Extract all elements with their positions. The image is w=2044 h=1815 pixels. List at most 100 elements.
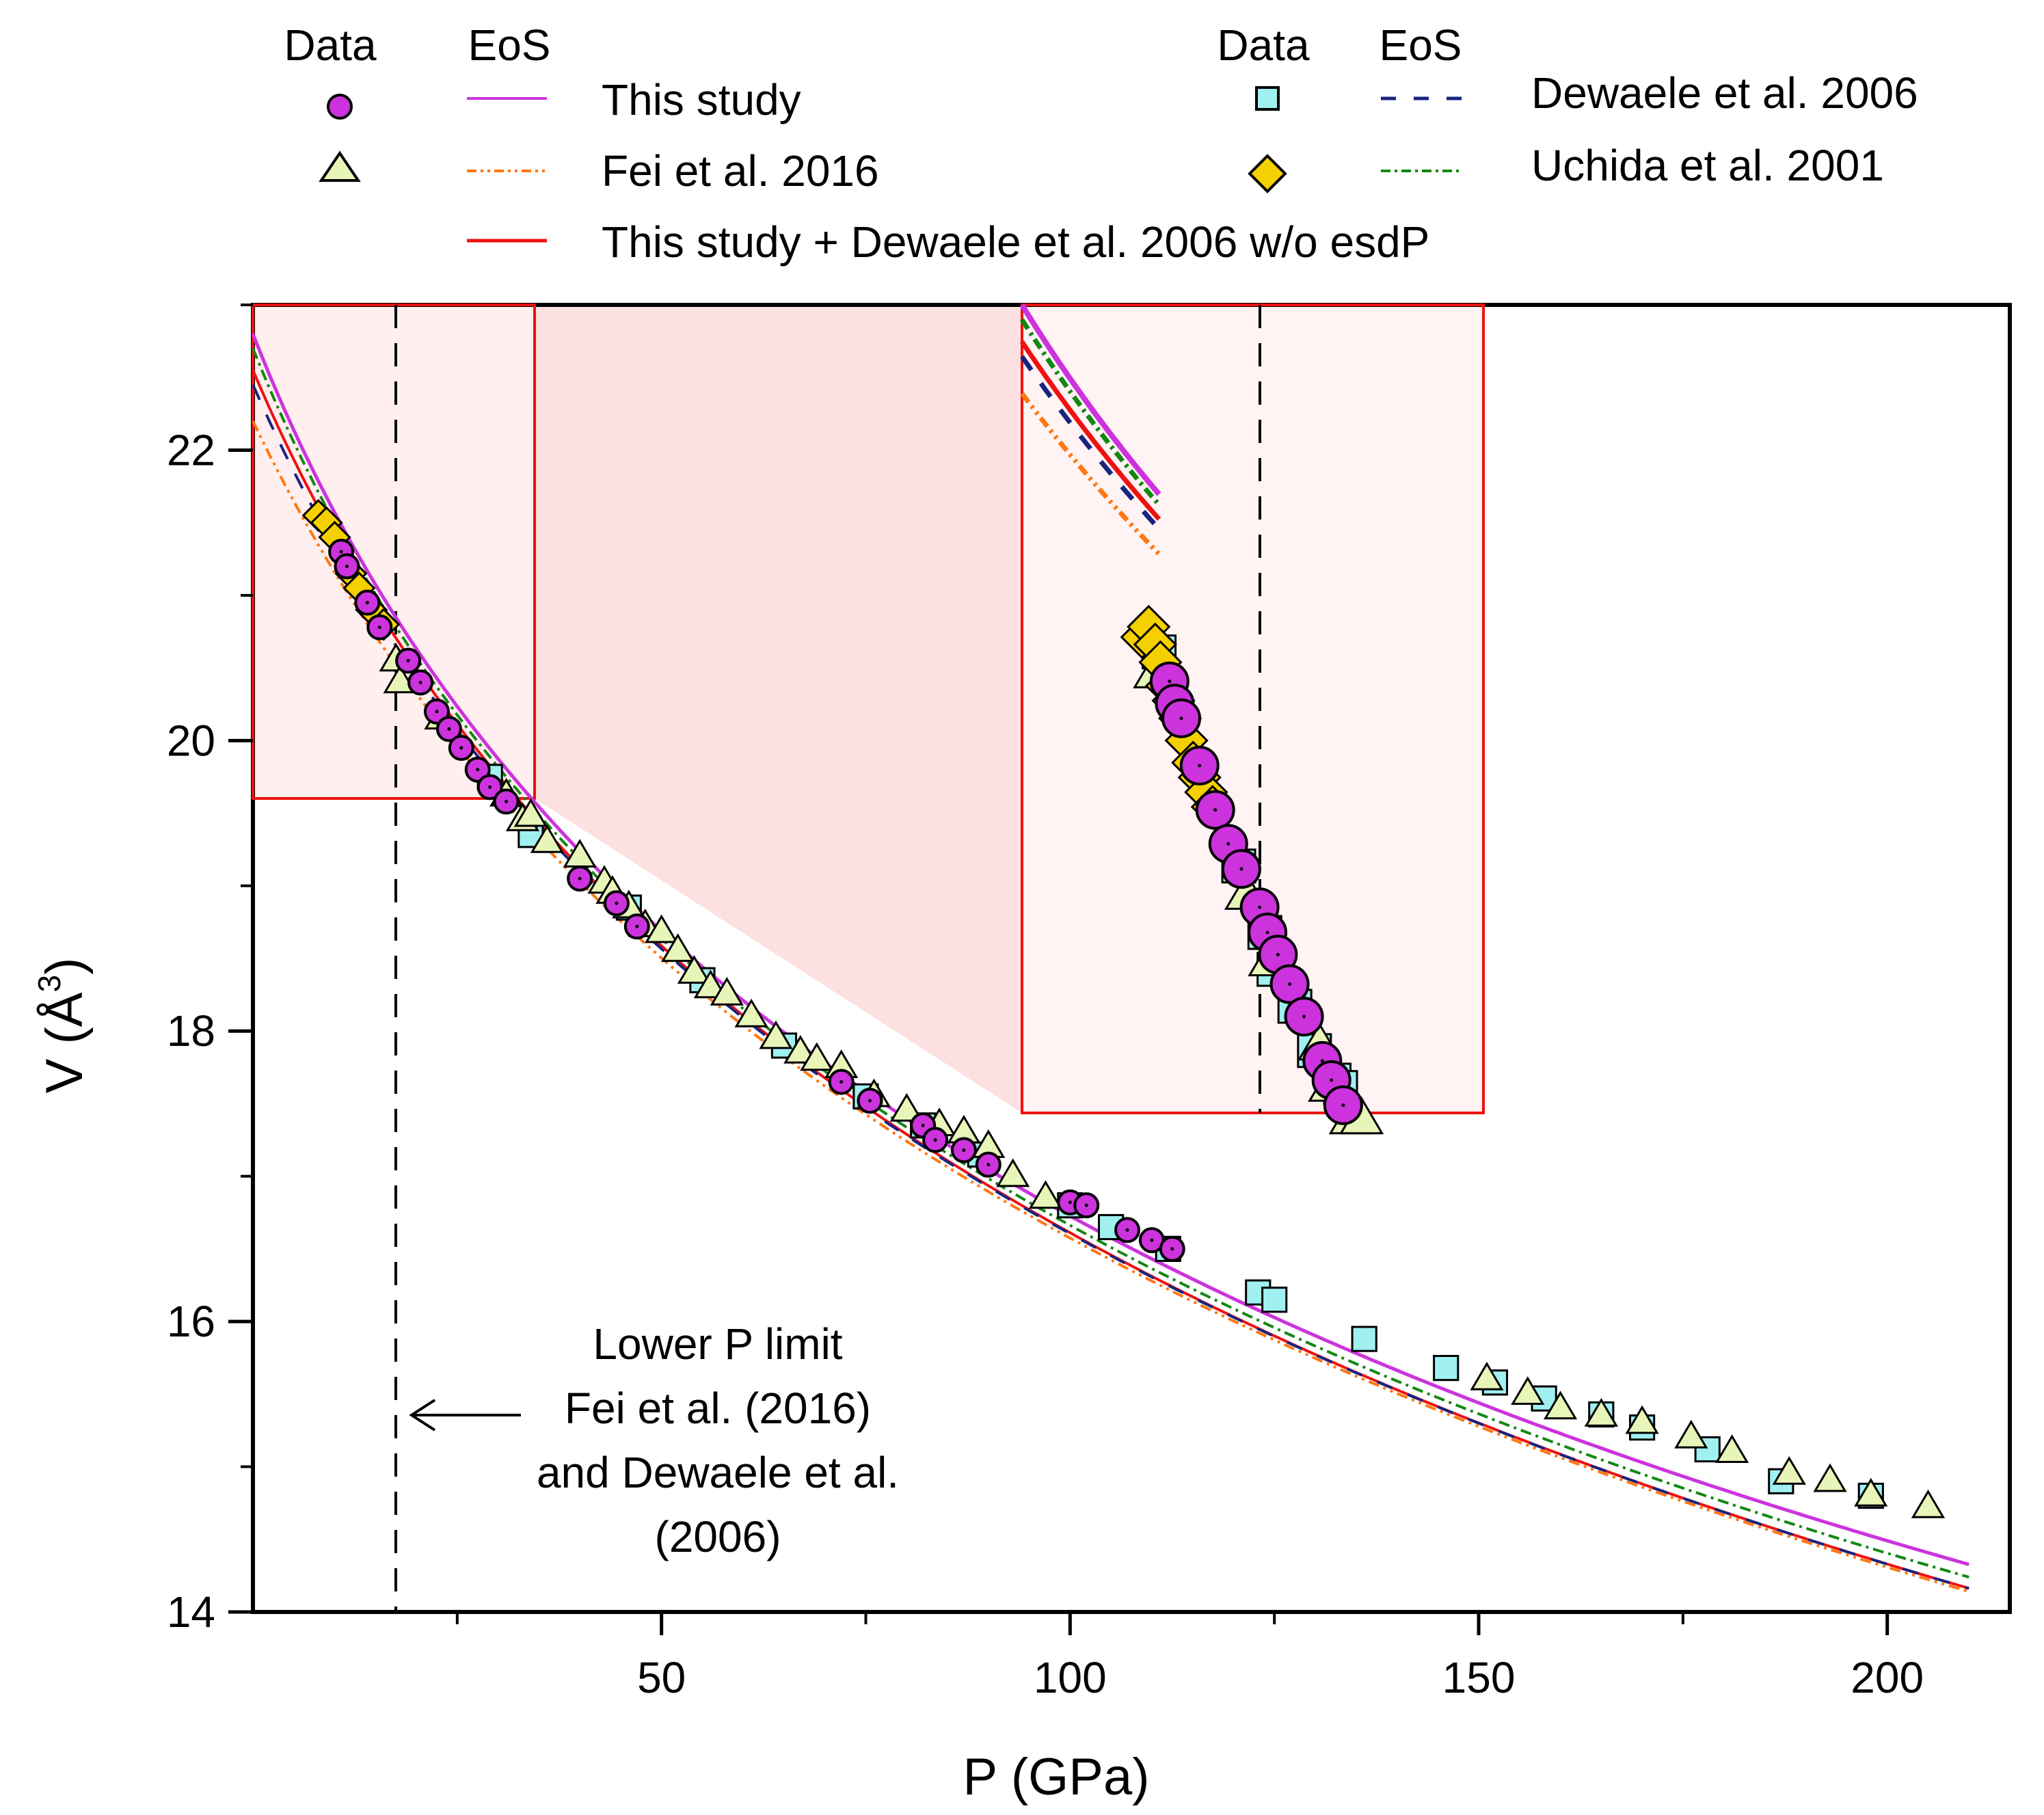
eos-curve-this-study-inset (1019, 303, 1161, 496)
data-point-square (1261, 1287, 1288, 1313)
data-point-triangle (677, 955, 712, 984)
data-point-circle-center (986, 1163, 991, 1167)
legend-diamond-marker (1248, 154, 1287, 193)
inset-point-circle-center (1239, 867, 1243, 871)
annotation-line-1: Lower P limit (593, 1319, 842, 1369)
annotation-arrow-head (409, 1399, 436, 1431)
legend-label-uchida: Uchida et al. 2001 (1531, 141, 1884, 190)
inset-point-circle-center (1226, 842, 1231, 846)
zoom-inset-outline (1021, 304, 1485, 1114)
annotation-line-4: (2006) (655, 1512, 781, 1561)
data-point-circle-center (476, 768, 480, 772)
data-point-triangle (710, 976, 744, 1006)
data-point-circle-center (447, 727, 451, 731)
data-point-triangle (1584, 1398, 1618, 1427)
data-point-circle-center (488, 785, 492, 789)
eos-curve-combined-inset (1020, 340, 1161, 521)
data-point-square (1433, 1354, 1460, 1382)
y-tick-label: 16 (167, 1297, 215, 1346)
data-point-triangle (1772, 1456, 1806, 1485)
x-axis-title: P (GPa) (963, 1748, 1149, 1806)
inset-point-circle-center (1198, 764, 1202, 768)
data-point-triangle (660, 933, 695, 963)
eos-curve-dewaele-2006-inset (1020, 355, 1161, 531)
data-point-circle-center (345, 564, 349, 568)
inset-point-circle-center (1302, 1014, 1306, 1019)
data-point-triangle (513, 798, 548, 827)
legend-label-combined: This study + Dewaele et al. 2006 w/o esd… (602, 217, 1429, 267)
x-tick-label: 200 (1851, 1653, 1924, 1702)
lower-p-limit-annotation: Lower P limit Fei et al. (2016) and Dewa… (409, 1319, 899, 1561)
legend: Data EoS Data EoS This study Fei et al. … (284, 21, 1918, 267)
data-point-triangle (1543, 1390, 1578, 1420)
inset-point-circle-center (1258, 905, 1262, 909)
zoom-highlight (253, 305, 1483, 1113)
svg-text:V (Å3): V (Å3) (31, 958, 94, 1094)
zoom-source-outline (252, 304, 536, 800)
data-point-circle-center (933, 1138, 937, 1142)
data-point-triangle (734, 998, 768, 1027)
data-point-circle-center (365, 601, 369, 605)
inset-point-circle-center (1288, 982, 1292, 986)
data-point-triangle (1854, 1477, 1888, 1507)
data-point-circle-center (1125, 1228, 1129, 1232)
y-tick-label: 22 (167, 425, 215, 474)
data-point-circle-center (578, 876, 582, 880)
y-axis-title: V (Å3) (31, 958, 94, 1094)
y-tick-label: 18 (167, 1006, 215, 1056)
data-point-circle-center (1068, 1200, 1072, 1205)
legend-square-marker (1255, 86, 1280, 111)
legend-label-dewaele: Dewaele et al. 2006 (1531, 68, 1918, 118)
data-point-circle-center (339, 550, 343, 554)
inset-point-circle-center (1330, 1078, 1334, 1082)
inset-point-circle-center (1320, 1059, 1324, 1063)
data-point-circle-center (505, 800, 509, 804)
data-point-triangle (1674, 1419, 1708, 1449)
data-point-triangle (1813, 1463, 1847, 1492)
zoom-source-rect (253, 305, 535, 798)
eos-curve-fei-2016-inset (1020, 392, 1161, 556)
inset-point-circle-center (1213, 808, 1218, 812)
inset-point-circle-center (1179, 716, 1183, 721)
legend-eos-header-right: EoS (1380, 21, 1462, 70)
y-axis-title-superscript: 3 (31, 975, 67, 993)
legend-data-header-right: Data (1217, 21, 1310, 70)
data-point-triangle (1911, 1489, 1946, 1518)
x-tick-label: 100 (1034, 1653, 1107, 1702)
inset-point-circle-center (1341, 1103, 1345, 1107)
data-point-circle-center (1084, 1203, 1088, 1207)
annotation-line-3: and Dewaele et al. (537, 1448, 899, 1497)
data-point-circle-center (868, 1099, 872, 1103)
legend-data-header-left: Data (284, 21, 377, 70)
data-point-triangle (645, 914, 679, 943)
data-point-triangle (693, 969, 728, 999)
y-tick-label: 20 (167, 716, 215, 765)
y-tick-label: 14 (167, 1587, 215, 1637)
data-point-square (1351, 1326, 1377, 1352)
data-point-circle-center (435, 710, 439, 714)
data-point-circle-center (921, 1123, 925, 1127)
data-point-circle-center (1150, 1238, 1154, 1242)
inset-point-circle-center (1168, 680, 1172, 684)
inset-point-circle-center (1276, 952, 1280, 956)
data-point-triangle (1714, 1434, 1749, 1464)
data-point-triangle (1511, 1376, 1545, 1406)
eos-curve-uchida-2001-inset (1020, 318, 1161, 507)
data-point-circle-center (839, 1080, 844, 1084)
data-point-triangle (783, 1034, 818, 1064)
inset-point-circle-center (1265, 930, 1269, 935)
x-tick-label: 50 (637, 1653, 686, 1702)
data-point-circle-center (635, 924, 639, 928)
eos-curve-uchida-2001 (252, 347, 1969, 1579)
data-point-triangle (563, 839, 597, 868)
data-point-circle-center (406, 658, 410, 662)
zoom-inset-rect (1022, 305, 1483, 1113)
data-point-circle-center (615, 901, 619, 905)
data-point-triangle (889, 1092, 924, 1122)
data-point-circle-center (377, 626, 381, 630)
data-point-triangle (530, 824, 564, 853)
data-point-circle-center (418, 680, 422, 684)
annotation-line-2: Fei et al. (2016) (565, 1384, 871, 1433)
legend-label-this-study: This study (602, 75, 801, 124)
